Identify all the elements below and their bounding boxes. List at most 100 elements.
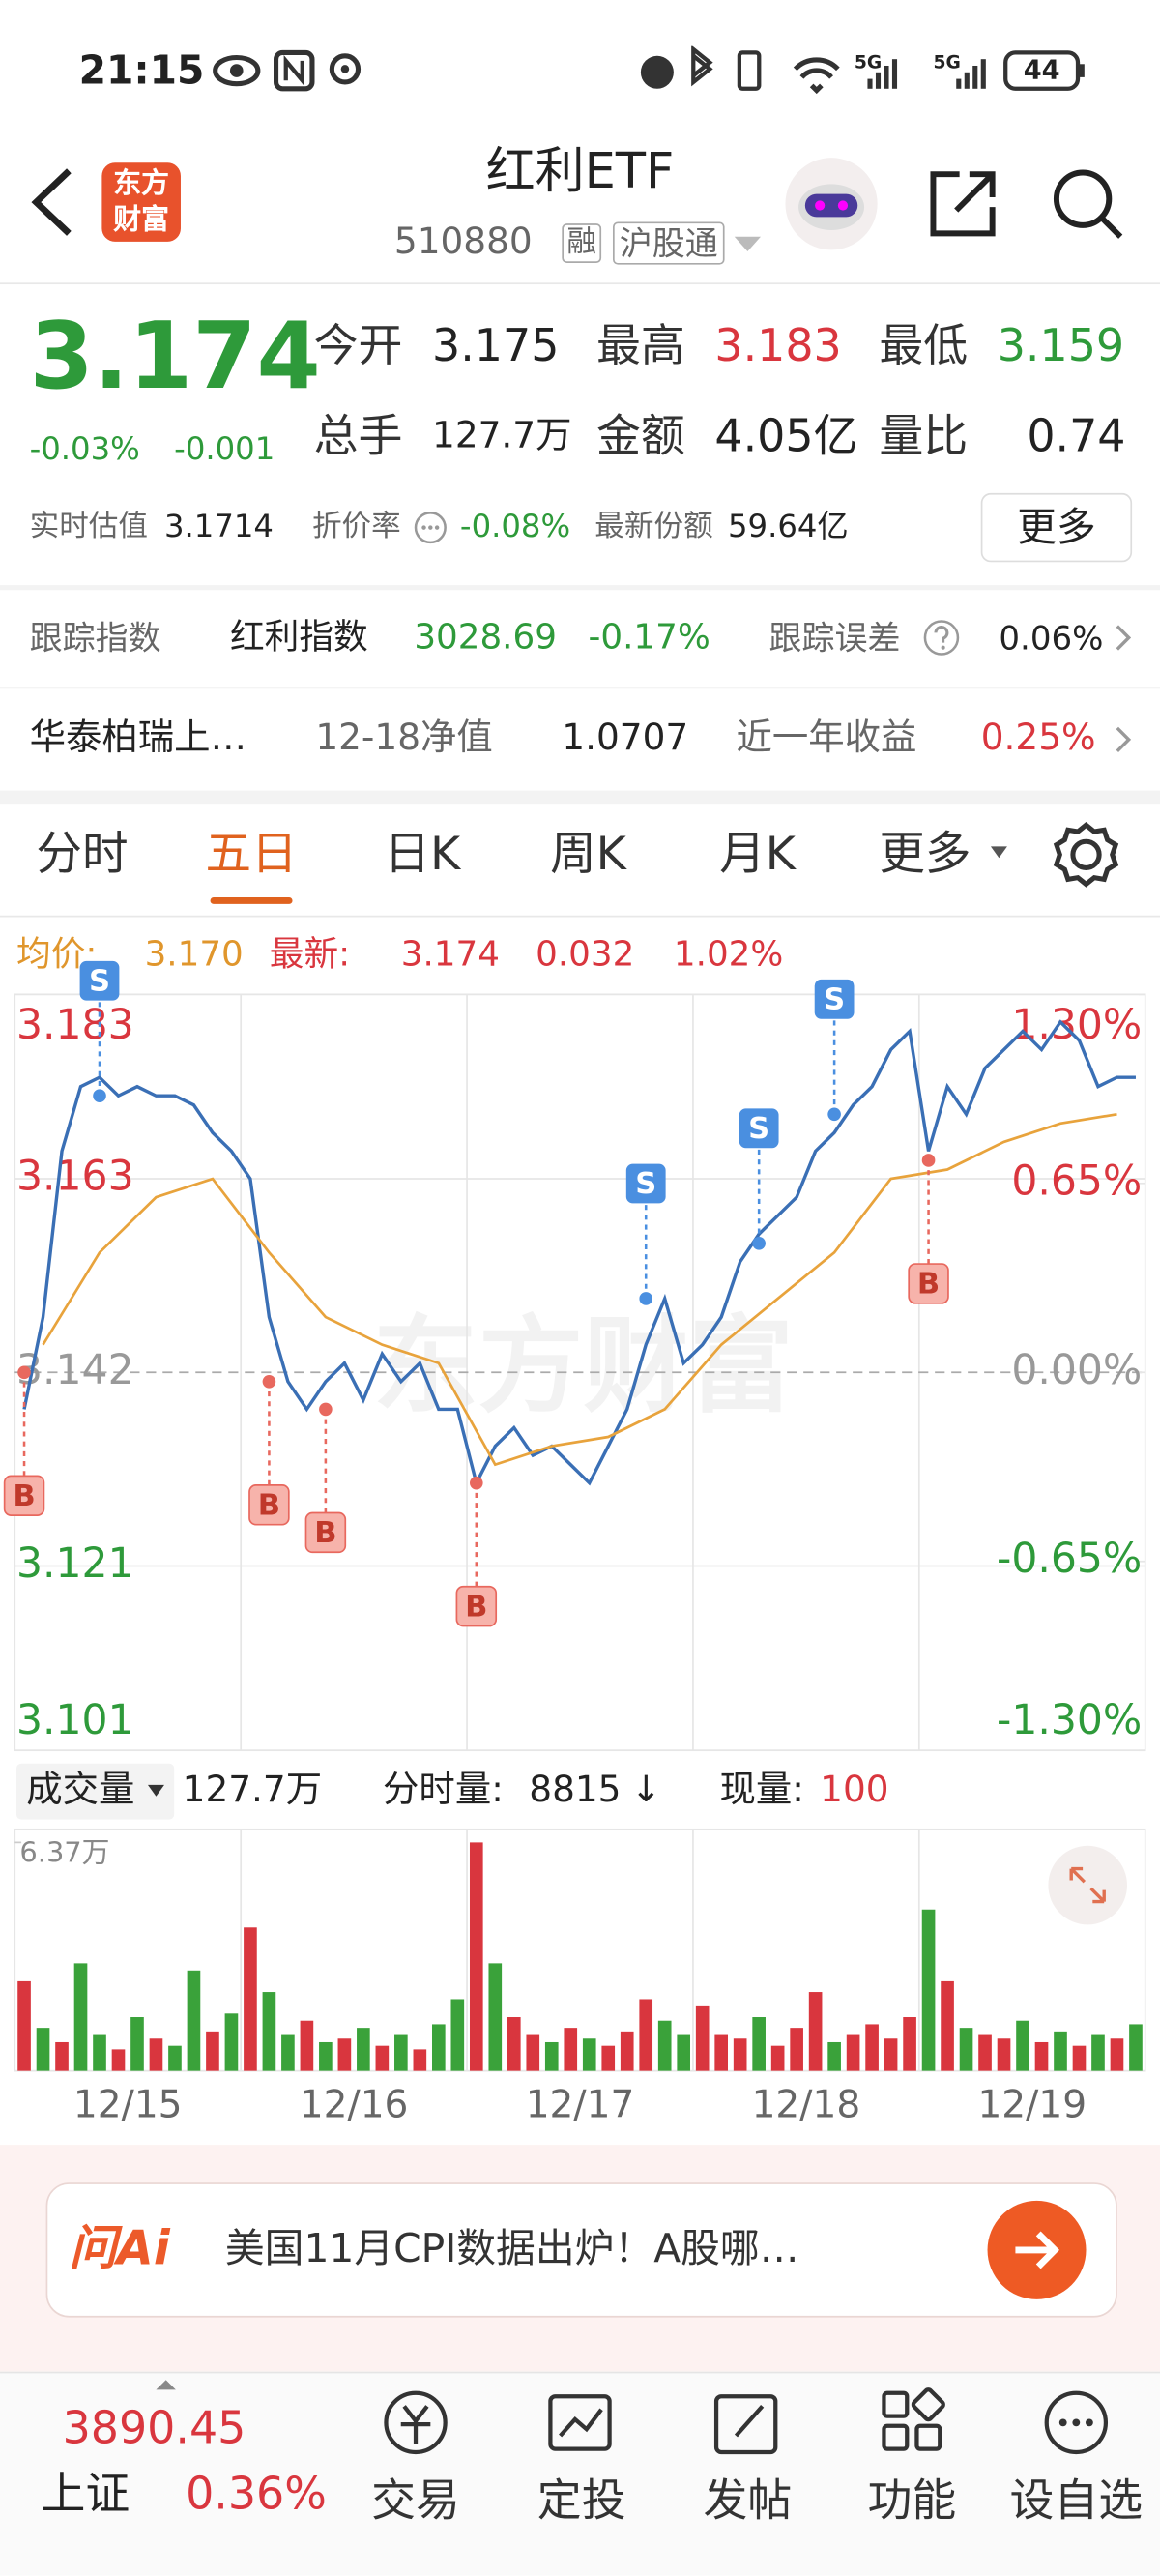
nav-item[interactable]: 定投 — [536, 2475, 626, 2528]
battery: 44 — [1023, 54, 1060, 86]
trade-label: B — [917, 1268, 940, 1302]
divider — [0, 790, 1160, 805]
index-value[interactable]: 3890.45 — [62, 2403, 246, 2455]
volume-bar — [300, 2020, 314, 2071]
x-tick-label: 12/17 — [526, 2084, 635, 2127]
volume-bar — [997, 2038, 1011, 2071]
search-button[interactable] — [1048, 164, 1127, 244]
tab[interactable]: 五日 — [205, 826, 298, 882]
discount-label: 折价率 — [311, 509, 401, 544]
volume-selector[interactable] — [15, 1763, 175, 1820]
chevron[interactable] — [1114, 623, 1133, 653]
tab[interactable]: 日K — [384, 826, 461, 882]
shares: 59.64亿 — [727, 509, 849, 545]
tab[interactable]: 分时 — [36, 826, 129, 882]
volume-bar — [564, 2028, 578, 2071]
tab[interactable]: 月K — [719, 826, 796, 882]
dropdown — [990, 846, 1007, 859]
nav-label: 12-18净值 — [315, 717, 493, 760]
tab[interactable]: 更多 — [879, 826, 972, 882]
y2-tick-label: 0.00% — [1011, 1347, 1142, 1394]
y-tick-label: 3.101 — [16, 1697, 134, 1744]
volume-total: 127.7万 — [182, 1770, 323, 1812]
dropdown[interactable] — [731, 233, 764, 252]
volume-bar — [450, 1999, 465, 2071]
chevron[interactable] — [1114, 725, 1133, 755]
bottom-nav — [0, 2371, 1160, 2576]
dropdown — [147, 1784, 164, 1797]
assistant-avatar[interactable] — [782, 155, 881, 253]
volume-bar — [639, 1999, 653, 2071]
tab[interactable]: 周K — [550, 826, 626, 882]
tick-volume: 8815 — [529, 1770, 622, 1812]
volume-bar — [695, 2005, 710, 2071]
volume-bar — [187, 1970, 201, 2071]
trade-label: B — [314, 1516, 336, 1550]
banner[interactable] — [45, 2182, 1117, 2318]
fund-name: 华泰柏瑞上… — [29, 717, 246, 760]
volume-frame — [14, 1828, 1146, 2072]
status-icons-right — [640, 45, 1085, 95]
now-label: 现量: — [719, 1770, 804, 1812]
index-change[interactable]: 0.36% — [186, 2469, 327, 2521]
average-line — [42, 1112, 1117, 1467]
status-icons-left — [213, 49, 362, 92]
more-button[interactable]: 更多 — [980, 492, 1133, 563]
x-tick-label: 12/18 — [752, 2084, 861, 2127]
field-value: 4.05亿 — [714, 411, 858, 463]
title: 红利ETF — [485, 142, 675, 201]
volume-bar — [337, 2038, 352, 2071]
y2-tick-label: -0.65% — [997, 1536, 1142, 1583]
price: 3.174 — [29, 304, 321, 411]
volume-bar — [507, 2017, 521, 2071]
share-button[interactable] — [923, 164, 1002, 244]
time: 21:15 — [78, 47, 205, 94]
volume-bar — [1016, 2020, 1030, 2071]
nav-item[interactable]: 功能 — [867, 2475, 957, 2528]
info-icon[interactable] — [413, 510, 449, 545]
caret — [156, 2380, 176, 2390]
help-icon[interactable] — [922, 618, 962, 658]
y2-tick-label: -1.30% — [997, 1697, 1142, 1744]
volume-bar — [469, 1842, 483, 2071]
avg: 3.170 — [144, 934, 244, 975]
error-label: 跟踪误差 — [768, 618, 901, 658]
volume-bar — [657, 2020, 672, 2071]
tracking-error: 0.06% — [999, 618, 1104, 658]
volume-bar — [206, 2031, 219, 2071]
trade-badge — [625, 1163, 666, 1204]
volume-bar — [1034, 2041, 1049, 2071]
trade-point — [93, 1089, 106, 1103]
trade-badge — [908, 1263, 949, 1304]
back-button[interactable] — [23, 164, 82, 240]
return: 0.25% — [980, 717, 1096, 760]
code: 510880 — [393, 221, 533, 263]
volume-bar — [1072, 2045, 1087, 2071]
nav-item[interactable]: 发帖 — [703, 2475, 793, 2528]
volume-bar — [808, 1992, 823, 2071]
trade-label: S — [748, 1112, 769, 1146]
field-label: 最高 — [595, 321, 685, 372]
divider — [0, 585, 1160, 591]
volume-bar — [262, 1992, 276, 2071]
nav-item[interactable]: 交易 — [371, 2475, 460, 2528]
trade-point — [319, 1402, 333, 1417]
nav-item[interactable]: 设自选 — [1009, 2475, 1144, 2528]
shares-label: 最新份额 — [594, 509, 713, 544]
volume-bar — [677, 2034, 691, 2071]
volume-bar — [544, 2041, 559, 2071]
index-name[interactable]: 上证 — [41, 2469, 130, 2521]
trade-point — [827, 1107, 841, 1122]
volume-bar — [733, 2038, 747, 2071]
volume-bar — [111, 2049, 126, 2071]
settings-button[interactable] — [1052, 820, 1120, 889]
volume-bar — [357, 2028, 370, 2071]
banner-go[interactable] — [986, 2199, 1088, 2300]
index-value: 3028.69 — [414, 617, 557, 658]
field-label: 最低 — [879, 321, 969, 372]
change-pct: 1.02% — [673, 934, 784, 975]
volume-bar — [224, 2013, 239, 2071]
expand-button[interactable] — [1048, 1845, 1128, 1925]
trade-point — [262, 1375, 276, 1389]
